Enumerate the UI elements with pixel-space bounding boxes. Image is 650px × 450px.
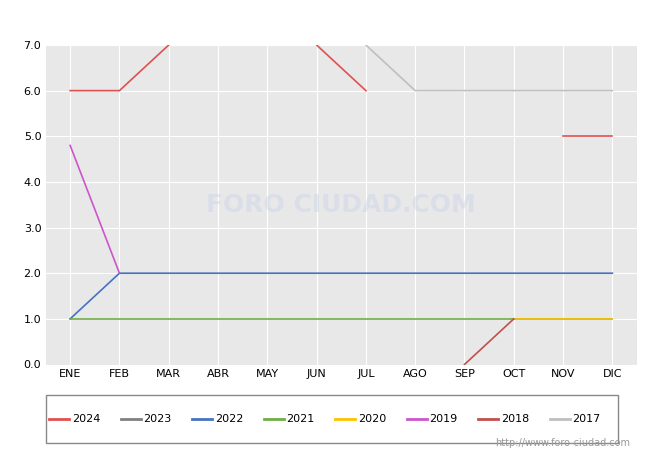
Text: 2018: 2018: [501, 414, 529, 423]
Text: FORO CIUDAD.COM: FORO CIUDAD.COM: [207, 193, 476, 217]
Text: 2017: 2017: [573, 414, 601, 423]
FancyBboxPatch shape: [46, 395, 617, 443]
Text: 2020: 2020: [358, 414, 386, 423]
Text: Afiliados en Jirueque a 31/5/2024: Afiliados en Jirueque a 31/5/2024: [187, 11, 463, 29]
Text: 2024: 2024: [72, 414, 100, 423]
Text: 2022: 2022: [215, 414, 243, 423]
Text: 2023: 2023: [144, 414, 172, 423]
Text: 2019: 2019: [430, 414, 458, 423]
Text: http://www.foro-ciudad.com: http://www.foro-ciudad.com: [495, 438, 630, 448]
Text: 2021: 2021: [287, 414, 315, 423]
